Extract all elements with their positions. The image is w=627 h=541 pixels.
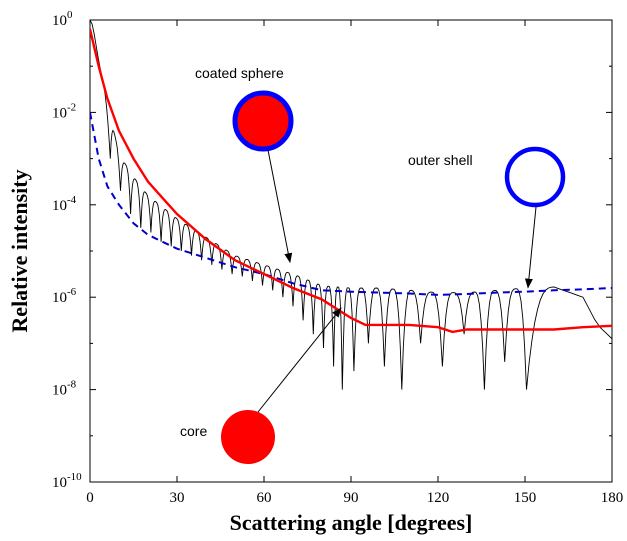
x-tick-label: 120 — [427, 490, 450, 506]
y-axis-title: Relative intensity — [7, 169, 32, 332]
annotation-outer-shell-label: outer shell — [408, 152, 473, 168]
core-icon — [221, 410, 275, 464]
x-tick-label: 90 — [344, 490, 359, 506]
annotation-core-label: core — [180, 423, 207, 439]
y-tick-label: 10-4 — [52, 194, 77, 214]
series-core-line — [90, 28, 612, 334]
plot-frame — [89, 19, 613, 483]
series-coated-sphere-line — [90, 20, 612, 390]
x-axis-title: Scattering angle [degrees] — [230, 510, 473, 535]
x-axis-ticks: 0 30 60 90 120 150 180 — [86, 20, 623, 506]
series-outer-shell-line — [90, 112, 612, 296]
y-tick-label: 10-6 — [52, 286, 77, 306]
annotation-coated-sphere-arrow — [267, 149, 293, 264]
x-tick-label: 150 — [514, 490, 537, 506]
y-tick-label: 10-2 — [52, 101, 76, 121]
y-axis-ticks: 100 10-2 10-4 10-6 10-8 10-10 — [52, 9, 612, 491]
annotation-outer-shell-arrow — [524, 206, 537, 289]
y-tick-label: 10-8 — [52, 379, 77, 399]
x-tick-label: 0 — [86, 490, 94, 506]
annotation-coated-sphere-label: coated sphere — [195, 65, 284, 81]
annotation-core-arrow — [257, 307, 342, 413]
x-tick-label: 30 — [170, 490, 185, 506]
annotations: coated sphere outer shell core — [180, 65, 566, 464]
outer-shell-icon — [504, 146, 566, 208]
y-tick-label: 100 — [52, 9, 73, 29]
coated-sphere-icon — [232, 90, 294, 152]
x-tick-label: 60 — [257, 490, 272, 506]
y-tick-label: 10-10 — [52, 471, 82, 491]
x-tick-label: 180 — [601, 490, 624, 506]
data-series — [90, 20, 612, 390]
